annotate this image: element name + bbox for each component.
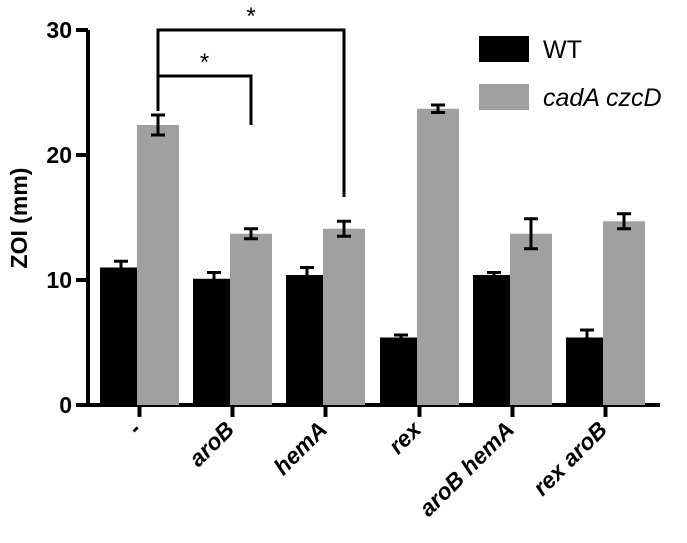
legend-label-0: WT bbox=[543, 36, 582, 64]
y-tick-label: 0 bbox=[59, 392, 72, 418]
x-tick-label: aroB hemA bbox=[414, 416, 519, 521]
significance-bracket bbox=[156, 28, 346, 197]
legend-swatch-1 bbox=[479, 84, 529, 110]
x-tick-label: rex bbox=[383, 415, 427, 459]
bar-wt-0 bbox=[100, 267, 142, 405]
significance-bracket bbox=[156, 74, 253, 125]
bar-cada-czcd-0 bbox=[137, 125, 179, 405]
bar-cada-czcd-4 bbox=[510, 233, 552, 405]
y-tick-label: 20 bbox=[46, 142, 72, 168]
legend-label-1: cadA czcD bbox=[543, 84, 662, 112]
bar-cada-czcd-3 bbox=[417, 108, 459, 405]
significance-asterisk: * bbox=[200, 49, 209, 76]
bar-cada-czcd-5 bbox=[603, 221, 645, 405]
x-tick-label: aroB bbox=[184, 416, 239, 471]
bar-wt-3 bbox=[380, 337, 422, 405]
bar-cada-czcd-2 bbox=[323, 228, 365, 405]
y-tick-label: 10 bbox=[46, 267, 72, 293]
bar-wt-2 bbox=[286, 275, 328, 405]
y-tick-label: 30 bbox=[46, 17, 72, 43]
x-tick-label: - bbox=[122, 416, 146, 440]
bar-wt-1 bbox=[193, 278, 235, 405]
bar-cada-czcd-1 bbox=[230, 233, 272, 405]
bar-wt-4 bbox=[473, 275, 515, 405]
x-tick-label: rex aroB bbox=[528, 416, 612, 500]
y-axis-label: ZOI (mm) bbox=[6, 168, 32, 269]
bar-wt-5 bbox=[566, 337, 608, 405]
legend-swatch-0 bbox=[479, 36, 529, 62]
x-tick-label: hemA bbox=[268, 416, 332, 480]
significance-asterisk: * bbox=[246, 3, 255, 30]
